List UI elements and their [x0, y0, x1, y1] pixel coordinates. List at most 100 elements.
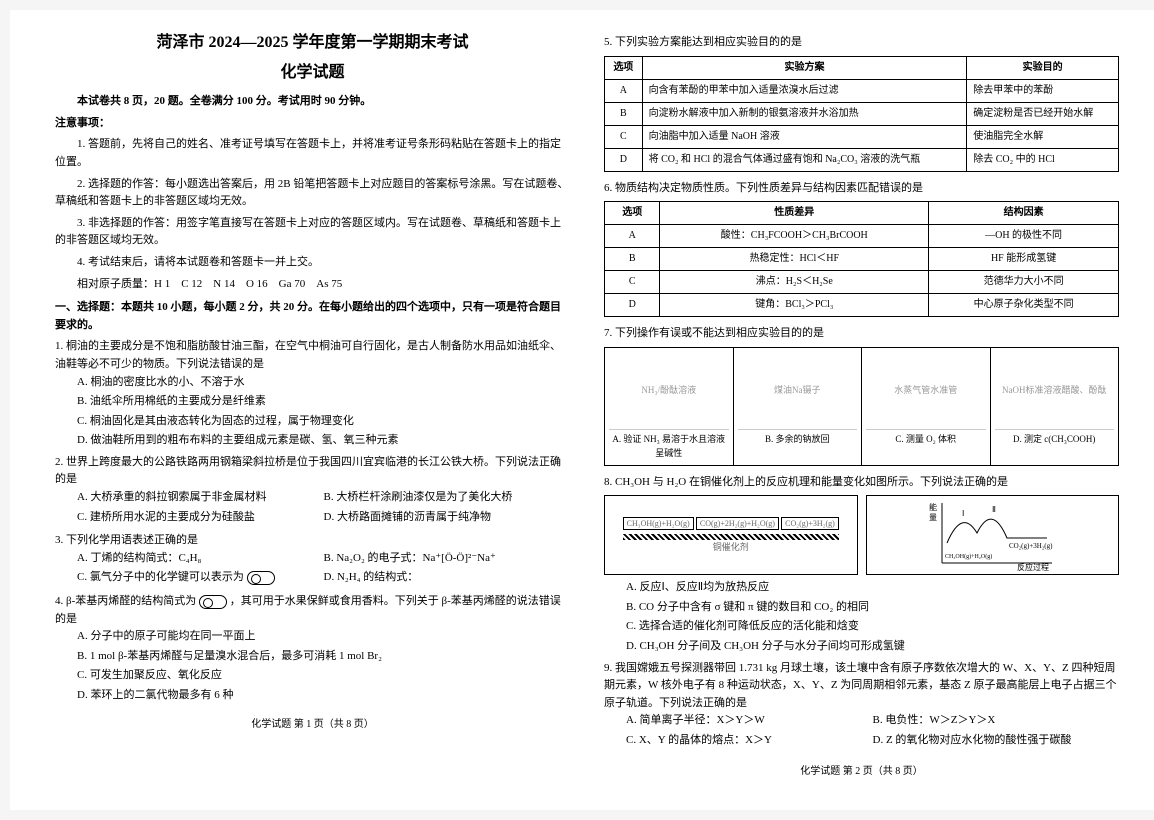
notice-1: 1. 答题前，先将自己的姓名、准考证号填写在答题卡上，并将准考证号条形码粘贴在答… — [55, 136, 570, 171]
q1-opt-c: C. 桐油固化是其由液态转化为固态的过程，属于物理变化 — [77, 413, 570, 431]
q9-opt-a: A. 简单离子半径：X＞Y＞W — [626, 712, 873, 730]
table-row: A 酸性：CH₃FCOOH＞CH₃BrCOOH —OH 的极性不同 — [605, 225, 1119, 248]
footer-page1: 化学试题 第 1 页（共 8 页） — [55, 717, 570, 733]
question-8: 8. CH₃OH 与 H₂O 在铜催化剂上的反应机理和能量变化如图所示。下列说法… — [604, 474, 1119, 656]
page-2: 5. 下列实验方案能达到相应实验目的的是 选项 实验方案 实验目的 A 向含有苯… — [589, 30, 1134, 790]
q3-c-text: C. 氯气分子中的化学键可以表示为 — [77, 571, 244, 583]
table-row: C 沸点：H₂S＜H₂Se 范德华力大小不同 — [605, 271, 1119, 294]
acid-label: 醋酸、酚酞 — [1061, 383, 1106, 397]
q5-stem: 5. 下列实验方案能达到相应实验目的的是 — [604, 34, 1119, 52]
benzene-structure-icon — [199, 595, 227, 609]
question-4: 4. β-苯基丙烯醛的结构简式为 ，其可用于水果保鲜或食用香料。下列关于 β-苯… — [55, 593, 570, 705]
q7-cell-c: 水 蒸气管 水准管 C. 测量 O₂ 体积 — [862, 348, 991, 465]
cell: 中心原子杂化类型不同 — [929, 294, 1119, 317]
apparatus-a-icon: NH₃ / 酚酞溶液 — [609, 352, 729, 430]
table-row: 选项 性质差异 结构因素 — [605, 202, 1119, 225]
q8-opt-d: D. CH₃OH 分子间及 CH₃OH 分子与水分子间均可形成氢键 — [626, 638, 1119, 656]
q1-opt-d: D. 做油鞋所用到的粗布布料的主要组成元素是碳、氢、氧三种元素 — [77, 432, 570, 450]
cell: A — [605, 225, 660, 248]
curve-1-label: Ⅰ — [962, 509, 964, 518]
cell: D — [605, 148, 643, 171]
q7-caption-d: D. 测定 c(CH₃COOH) — [995, 432, 1115, 446]
table-row: A 向含有苯酚的甲苯中加入适量浓溴水后过滤 除去甲苯中的苯酚 — [605, 79, 1119, 102]
q9-stem: 9. 我国嫦娥五号探测器带回 1.731 kg 月球土壤，该土壤中含有原子序数依… — [604, 660, 1119, 713]
q6-col1: 性质差异 — [660, 202, 929, 225]
coal-label: 煤油 — [774, 383, 792, 397]
y-axis-label: 能 — [929, 502, 937, 512]
table-row: D 将 CO₂ 和 HCl 的混合气体通过盛有饱和 Na₂CO₃ 溶液的洗气瓶 … — [605, 148, 1119, 171]
water-label: 水 — [894, 383, 903, 397]
q5-col2: 实验目的 — [967, 56, 1119, 79]
cell: 热稳定性：HCl＜HF — [660, 248, 929, 271]
cell: HF 能形成氢键 — [929, 248, 1119, 271]
q9-opt-d: D. Z 的氧化物对应水化物的酸性强于碳酸 — [873, 732, 1120, 750]
title-line2: 化学试题 — [55, 60, 570, 86]
q8-diagrams: CH₃OH(g)+H₂O(g) CO(g)+2H₂(g)+H₂O(g) CO₂(… — [604, 495, 1119, 575]
cell: 范德华力大小不同 — [929, 271, 1119, 294]
q7-caption-c: C. 测量 O₂ 体积 — [866, 432, 986, 446]
tongs-label: 镊子 — [803, 383, 821, 397]
apparatus-d-icon: NaOH标准溶液 醋酸、酚酞 — [995, 352, 1115, 430]
footer-page2: 化学试题 第 2 页（共 8 页） — [604, 764, 1119, 780]
q4-stem: 4. β-苯基丙烯醛的结构简式为 ，其可用于水果保鲜或食用香料。下列关于 β-苯… — [55, 593, 570, 628]
exam-info: 本试卷共 8 页，20 题。全卷满分 100 分。考试用时 90 分钟。 — [55, 93, 570, 111]
orbital-diagram-icon — [247, 571, 275, 585]
energy-curve-diagram: 能 量 Ⅰ Ⅱ CO₂(g)+3H₂(g) CH₃OH(g)+H₂O(g) 反应… — [866, 495, 1120, 575]
q1-stem: 1. 桐油的主要成分是不饱和脂肪酸甘油三酯，在空气中桐油可自行固化，是古人制备防… — [55, 338, 570, 373]
q7-cell-a: NH₃ / 酚酞溶液 A. 验证 NH₃ 易溶于水且溶液呈碱性 — [605, 348, 734, 465]
q6-col0: 选项 — [605, 202, 660, 225]
reaction-mechanism-diagram: CH₃OH(g)+H₂O(g) CO(g)+2H₂(g)+H₂O(g) CO₂(… — [604, 495, 858, 575]
cell: 酸性：CH₃FCOOH＞CH₃BrCOOH — [660, 225, 929, 248]
q2-opt-b: B. 大桥栏杆涂刷油漆仅是为了美化大桥 — [324, 489, 571, 507]
q1-opt-b: B. 油纸伞所用棉纸的主要成分是纤维素 — [77, 393, 570, 411]
q2-stem: 2. 世界上跨度最大的公路铁路两用钢箱梁斜拉桥是位于我国四川宜宾临港的长江公铁大… — [55, 454, 570, 489]
atomic-mass: 相对原子质量：H 1 C 12 N 14 O 16 Ga 70 As 75 — [55, 276, 570, 294]
q3-opt-a: A. 丁烯的结构简式：C₄H₈ — [77, 550, 324, 568]
q6-stem: 6. 物质结构决定物质性质。下列性质差异与结构因素匹配错误的是 — [604, 180, 1119, 198]
cell: —OH 的极性不同 — [929, 225, 1119, 248]
question-1: 1. 桐油的主要成分是不饱和脂肪酸甘油三酯，在空气中桐油可自行固化，是古人制备防… — [55, 338, 570, 450]
cell: D — [605, 294, 660, 317]
q7-diagram-row: NH₃ / 酚酞溶液 A. 验证 NH₃ 易溶于水且溶液呈碱性 煤油 Na 镊子… — [604, 347, 1119, 466]
q4-stem-prefix: 4. β-苯基丙烯醛的结构简式为 — [55, 595, 196, 607]
q3-opt-c: C. 氯气分子中的化学键可以表示为 — [77, 569, 324, 587]
table-row: D 键角：BCl₃＞PCl₃ 中心原子杂化类型不同 — [605, 294, 1119, 317]
cell: B — [605, 102, 643, 125]
cell: 除去 CO₂ 中的 HCl — [967, 148, 1119, 171]
apparatus-b-icon: 煤油 Na 镊子 — [738, 352, 858, 430]
q2-opt-a: A. 大桥承重的斜拉钢索属于非金属材料 — [77, 489, 324, 507]
cell: 向油脂中加入适量 NaOH 溶液 — [642, 125, 967, 148]
nh3-label: NH₃ — [641, 383, 657, 397]
q7-cell-b: 煤油 Na 镊子 B. 多余的钠放回 — [734, 348, 863, 465]
question-9: 9. 我国嫦娥五号探测器带回 1.731 kg 月球土壤，该土壤中含有原子序数依… — [604, 660, 1119, 752]
table-row: B 向淀粉水解液中加入新制的银氨溶液并水浴加热 确定淀粉是否已经开始水解 — [605, 102, 1119, 125]
q3-opt-d: D. N₂H₄ 的结构式： — [324, 569, 571, 587]
q5-col1: 实验方案 — [642, 56, 967, 79]
q7-caption-a: A. 验证 NH₃ 易溶于水且溶液呈碱性 — [609, 432, 729, 461]
notice-4: 4. 考试结束后，请将本试题卷和答题卡一并上交。 — [55, 254, 570, 272]
q4-opt-c: C. 可发生加聚反应、氧化反应 — [77, 667, 570, 685]
r1-box: CH₃OH(g)+H₂O(g) — [623, 517, 694, 530]
na-label: Na — [792, 383, 803, 397]
q3-opt-b: B. Na₂O₂ 的电子式：Na⁺[Ö-Ö]²⁻Na⁺ — [324, 550, 571, 568]
q1-opt-a: A. 桐油的密度比水的小、不溶于水 — [77, 374, 570, 392]
energy-curve-svg: 能 量 Ⅰ Ⅱ CO₂(g)+3H₂(g) CH₃OH(g)+H₂O(g) 反应… — [927, 498, 1057, 572]
question-2: 2. 世界上跨度最大的公路铁路两用钢箱梁斜拉桥是位于我国四川宜宾临港的长江公铁大… — [55, 454, 570, 528]
cell: 向含有苯酚的甲苯中加入适量浓溴水后过滤 — [642, 79, 967, 102]
q7-caption-b: B. 多余的钠放回 — [738, 432, 858, 446]
question-3: 3. 下列化学用语表述正确的是 A. 丁烯的结构简式：C₄H₈ B. Na₂O₂… — [55, 532, 570, 589]
q8-stem: 8. CH₃OH 与 H₂O 在铜催化剂上的反应机理和能量变化如图所示。下列说法… — [604, 474, 1119, 492]
notice-label: 注意事项： — [55, 115, 570, 133]
question-7: 7. 下列操作有误或不能达到相应实验目的的是 NH₃ / 酚酞溶液 A. 验证 … — [604, 325, 1119, 465]
q5-col0: 选项 — [605, 56, 643, 79]
section1-head: 一、选择题：本题共 10 小题，每小题 2 分，共 20 分。在每小题给出的四个… — [55, 299, 570, 334]
table-row: C 向油脂中加入适量 NaOH 溶液 使油脂完全水解 — [605, 125, 1119, 148]
question-5: 5. 下列实验方案能达到相应实验目的的是 选项 实验方案 实验目的 A 向含有苯… — [604, 34, 1119, 172]
q8-opt-a: A. 反应Ⅰ、反应Ⅱ均为放热反应 — [626, 579, 1119, 597]
cell: 沸点：H₂S＜H₂Se — [660, 271, 929, 294]
cell: 使油脂完全水解 — [967, 125, 1119, 148]
q8-opt-c: C. 选择合适的催化剂可降低反应的活化能和焓变 — [626, 618, 1119, 636]
q8-opt-b: B. CO 分子中含有 σ 键和 π 键的数目和 CO₂ 的相同 — [626, 599, 1119, 617]
q7-cell-d: NaOH标准溶液 醋酸、酚酞 D. 测定 c(CH₃COOH) — [991, 348, 1119, 465]
cell: 键角：BCl₃＞PCl₃ — [660, 294, 929, 317]
